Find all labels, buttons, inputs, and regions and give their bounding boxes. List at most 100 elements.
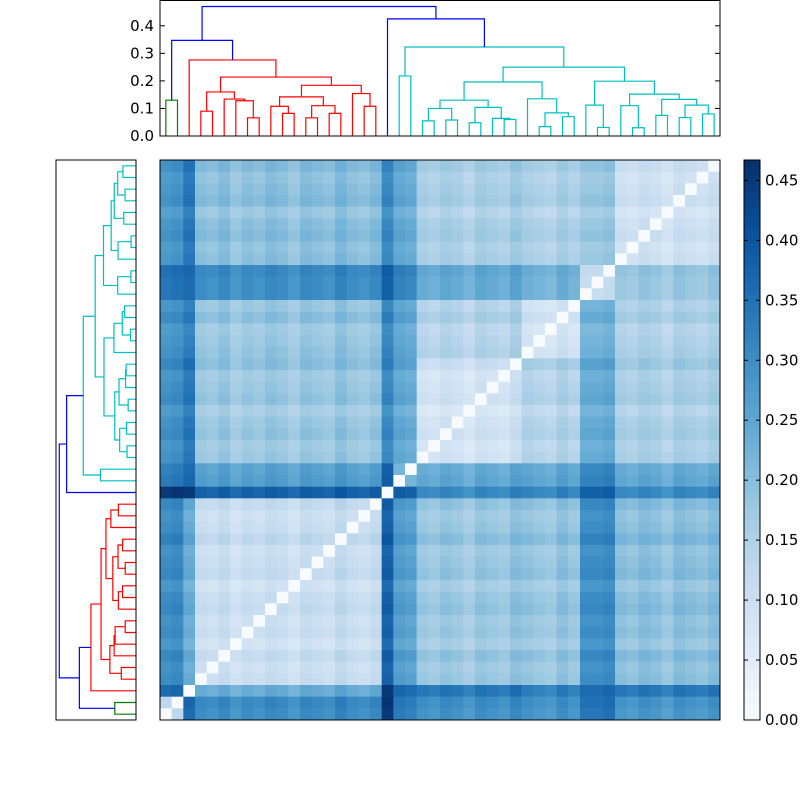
- heatmap-cell: [685, 428, 698, 441]
- heatmap-cell: [265, 171, 278, 184]
- heatmap-cell: [451, 545, 464, 558]
- heatmap-cell: [288, 253, 301, 266]
- heatmap-cell: [160, 311, 173, 324]
- heatmap-cell: [615, 405, 628, 418]
- heatmap-cell: [323, 405, 336, 418]
- heatmap-cell: [393, 218, 406, 231]
- heatmap-cell: [358, 568, 371, 581]
- heatmap-cell: [626, 300, 639, 313]
- heatmap-cell: [661, 650, 674, 663]
- heatmap-cell: [335, 195, 348, 208]
- heatmap-cell: [486, 440, 499, 453]
- heatmap-cell: [370, 568, 383, 581]
- y-tick-label: 0.4: [130, 17, 154, 35]
- heatmap-cell: [556, 626, 569, 639]
- heatmap-cell: [346, 451, 359, 464]
- heatmap-cell: [603, 696, 616, 709]
- colorbar-tick-label: 0.40: [765, 231, 798, 249]
- heatmap-cell: [650, 405, 663, 418]
- heatmap-cell: [451, 521, 464, 534]
- heatmap-cell: [661, 335, 674, 348]
- heatmap-cell: [685, 241, 698, 254]
- top-dendrogram-link: [201, 5, 437, 41]
- heatmap-cell: [638, 638, 651, 651]
- heatmap-cell: [416, 323, 429, 336]
- heatmap-cell: [591, 568, 604, 581]
- heatmap-cell: [183, 276, 196, 289]
- heatmap-cell: [498, 171, 511, 184]
- heatmap-cell: [545, 183, 558, 196]
- heatmap-cell: [451, 416, 464, 429]
- heatmap-cell: [230, 615, 243, 628]
- heatmap-cell: [673, 603, 686, 616]
- heatmap-cell: [615, 440, 628, 453]
- heatmap-cell: [276, 696, 289, 709]
- heatmap-cell: [393, 323, 406, 336]
- heatmap-cell: [335, 276, 348, 289]
- heatmap-cell: [510, 218, 523, 231]
- heatmap-cell: [300, 603, 313, 616]
- heatmap-cell: [195, 533, 208, 546]
- heatmap-cell: [510, 533, 523, 546]
- heatmap-cell: [358, 603, 371, 616]
- heatmap-cell: [638, 218, 651, 231]
- heatmap-cell: [230, 533, 243, 546]
- heatmap-cell: [171, 405, 184, 418]
- heatmap-cell: [381, 358, 394, 371]
- heatmap-cell: [521, 545, 534, 558]
- heatmap-cell: [323, 335, 336, 348]
- heatmap-cell: [206, 160, 219, 173]
- heatmap-cell: [428, 615, 441, 628]
- heatmap-cell: [346, 218, 359, 231]
- heatmap-cell: [288, 696, 301, 709]
- heatmap-cell: [241, 393, 254, 406]
- heatmap-cell: [650, 603, 663, 616]
- heatmap-cell: [475, 638, 488, 651]
- heatmap-cell: [463, 463, 476, 476]
- heatmap-cell: [615, 311, 628, 324]
- heatmap-cell: [510, 545, 523, 558]
- heatmap-cell: [381, 253, 394, 266]
- heatmap-cell: [265, 183, 278, 196]
- heatmap-cell: [451, 288, 464, 301]
- heatmap-cell: [475, 685, 488, 698]
- heatmap-cell: [451, 171, 464, 184]
- heatmap-cell: [556, 556, 569, 569]
- heatmap-cell: [545, 288, 558, 301]
- heatmap-cell: [253, 253, 266, 266]
- heatmap-cell: [708, 708, 721, 721]
- heatmap-cell: [521, 393, 534, 406]
- heatmap-cell: [556, 638, 569, 651]
- heatmap-cell: [428, 346, 441, 359]
- heatmap-cell: [370, 311, 383, 324]
- heatmap-cell: [311, 416, 324, 429]
- heatmap-cell: [580, 603, 593, 616]
- heatmap-cell: [206, 358, 219, 371]
- heatmap-cell: [393, 195, 406, 208]
- heatmap-cell: [650, 428, 663, 441]
- heatmap-cell: [370, 533, 383, 546]
- heatmap-cell: [288, 276, 301, 289]
- heatmap-cell: [323, 300, 336, 313]
- heatmap-cell: [696, 218, 709, 231]
- heatmap-cell: [498, 218, 511, 231]
- heatmap-cell: [416, 475, 429, 488]
- heatmap-cell: [556, 253, 569, 266]
- heatmap-cell: [416, 288, 429, 301]
- heatmap-cell: [160, 708, 173, 721]
- heatmap-cell: [463, 183, 476, 196]
- heatmap-cell: [288, 545, 301, 558]
- heatmap-cell: [405, 591, 418, 604]
- heatmap-cell: [533, 545, 546, 558]
- heatmap-cell: [370, 673, 383, 686]
- heatmap-cell: [463, 311, 476, 324]
- heatmap-cell: [370, 708, 383, 721]
- heatmap-cell: [440, 661, 453, 674]
- heatmap-cell: [603, 183, 616, 196]
- heatmap-cell: [335, 253, 348, 266]
- heatmap-cell: [708, 346, 721, 359]
- heatmap-cell: [638, 253, 651, 266]
- heatmap-cell: [638, 428, 651, 441]
- heatmap-cell: [253, 288, 266, 301]
